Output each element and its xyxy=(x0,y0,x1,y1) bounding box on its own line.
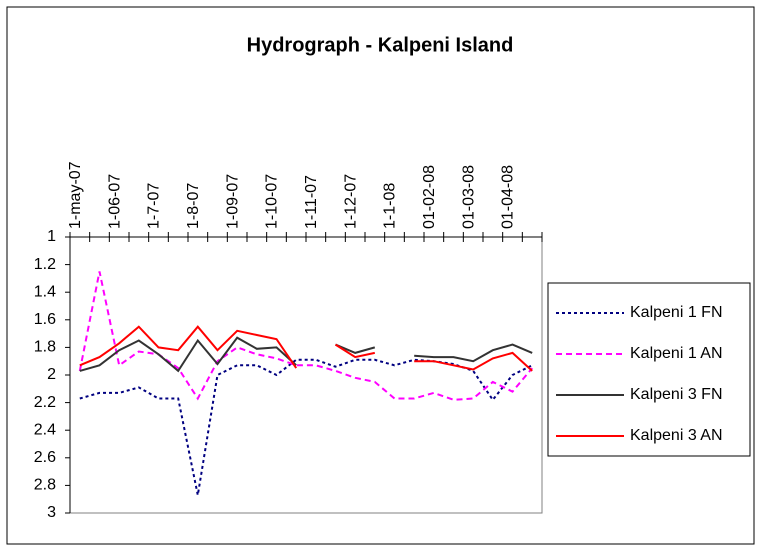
x-tick-label: 1-06-07 xyxy=(106,174,123,229)
legend xyxy=(547,282,751,457)
legend-label: Kalpeni 1 FN xyxy=(630,304,723,321)
x-tick-label: 1-11-07 xyxy=(303,175,320,229)
y-tick-label: 2.4 xyxy=(34,421,56,438)
x-tick-label: 01-03-08 xyxy=(460,165,477,229)
y-tick-label: 3 xyxy=(47,504,56,521)
x-tick-label: 1-1-08 xyxy=(382,183,399,229)
y-tick-label: 1.6 xyxy=(34,311,56,328)
series-line xyxy=(78,271,533,401)
y-tick-label: 2.8 xyxy=(34,477,56,494)
legend-label: Kalpeni 3 FN xyxy=(630,386,723,403)
x-tick-label: 01-02-08 xyxy=(421,165,438,229)
x-tick-label: 1-09-07 xyxy=(224,174,241,229)
x-tick-label: 01-04-08 xyxy=(500,165,517,229)
y-tick-label: 1.8 xyxy=(34,339,56,356)
x-tick-label: 1-7-07 xyxy=(146,183,163,229)
legend-label: Kalpeni 1 AN xyxy=(630,345,723,362)
x-tick-label: 1-8-07 xyxy=(185,183,202,229)
series-line xyxy=(79,336,533,373)
x-tick-label: 1-may-07 xyxy=(67,161,84,229)
x-tick-label: 1-12-07 xyxy=(342,174,359,229)
y-tick-label: 2 xyxy=(47,366,56,383)
y-tick-label: 1 xyxy=(47,228,56,245)
series-line xyxy=(79,325,533,372)
y-tick-label: 2.6 xyxy=(34,449,56,466)
chart-title: Hydrograph - Kalpeni Island xyxy=(247,34,514,56)
y-tick-label: 2.2 xyxy=(34,394,56,411)
plot-area xyxy=(69,236,543,514)
y-tick-label: 1.4 xyxy=(34,283,56,300)
y-tick-label: 1.2 xyxy=(34,256,56,273)
x-tick-label: 1-10-07 xyxy=(264,174,281,229)
legend-label: Kalpeni 3 AN xyxy=(630,427,723,444)
